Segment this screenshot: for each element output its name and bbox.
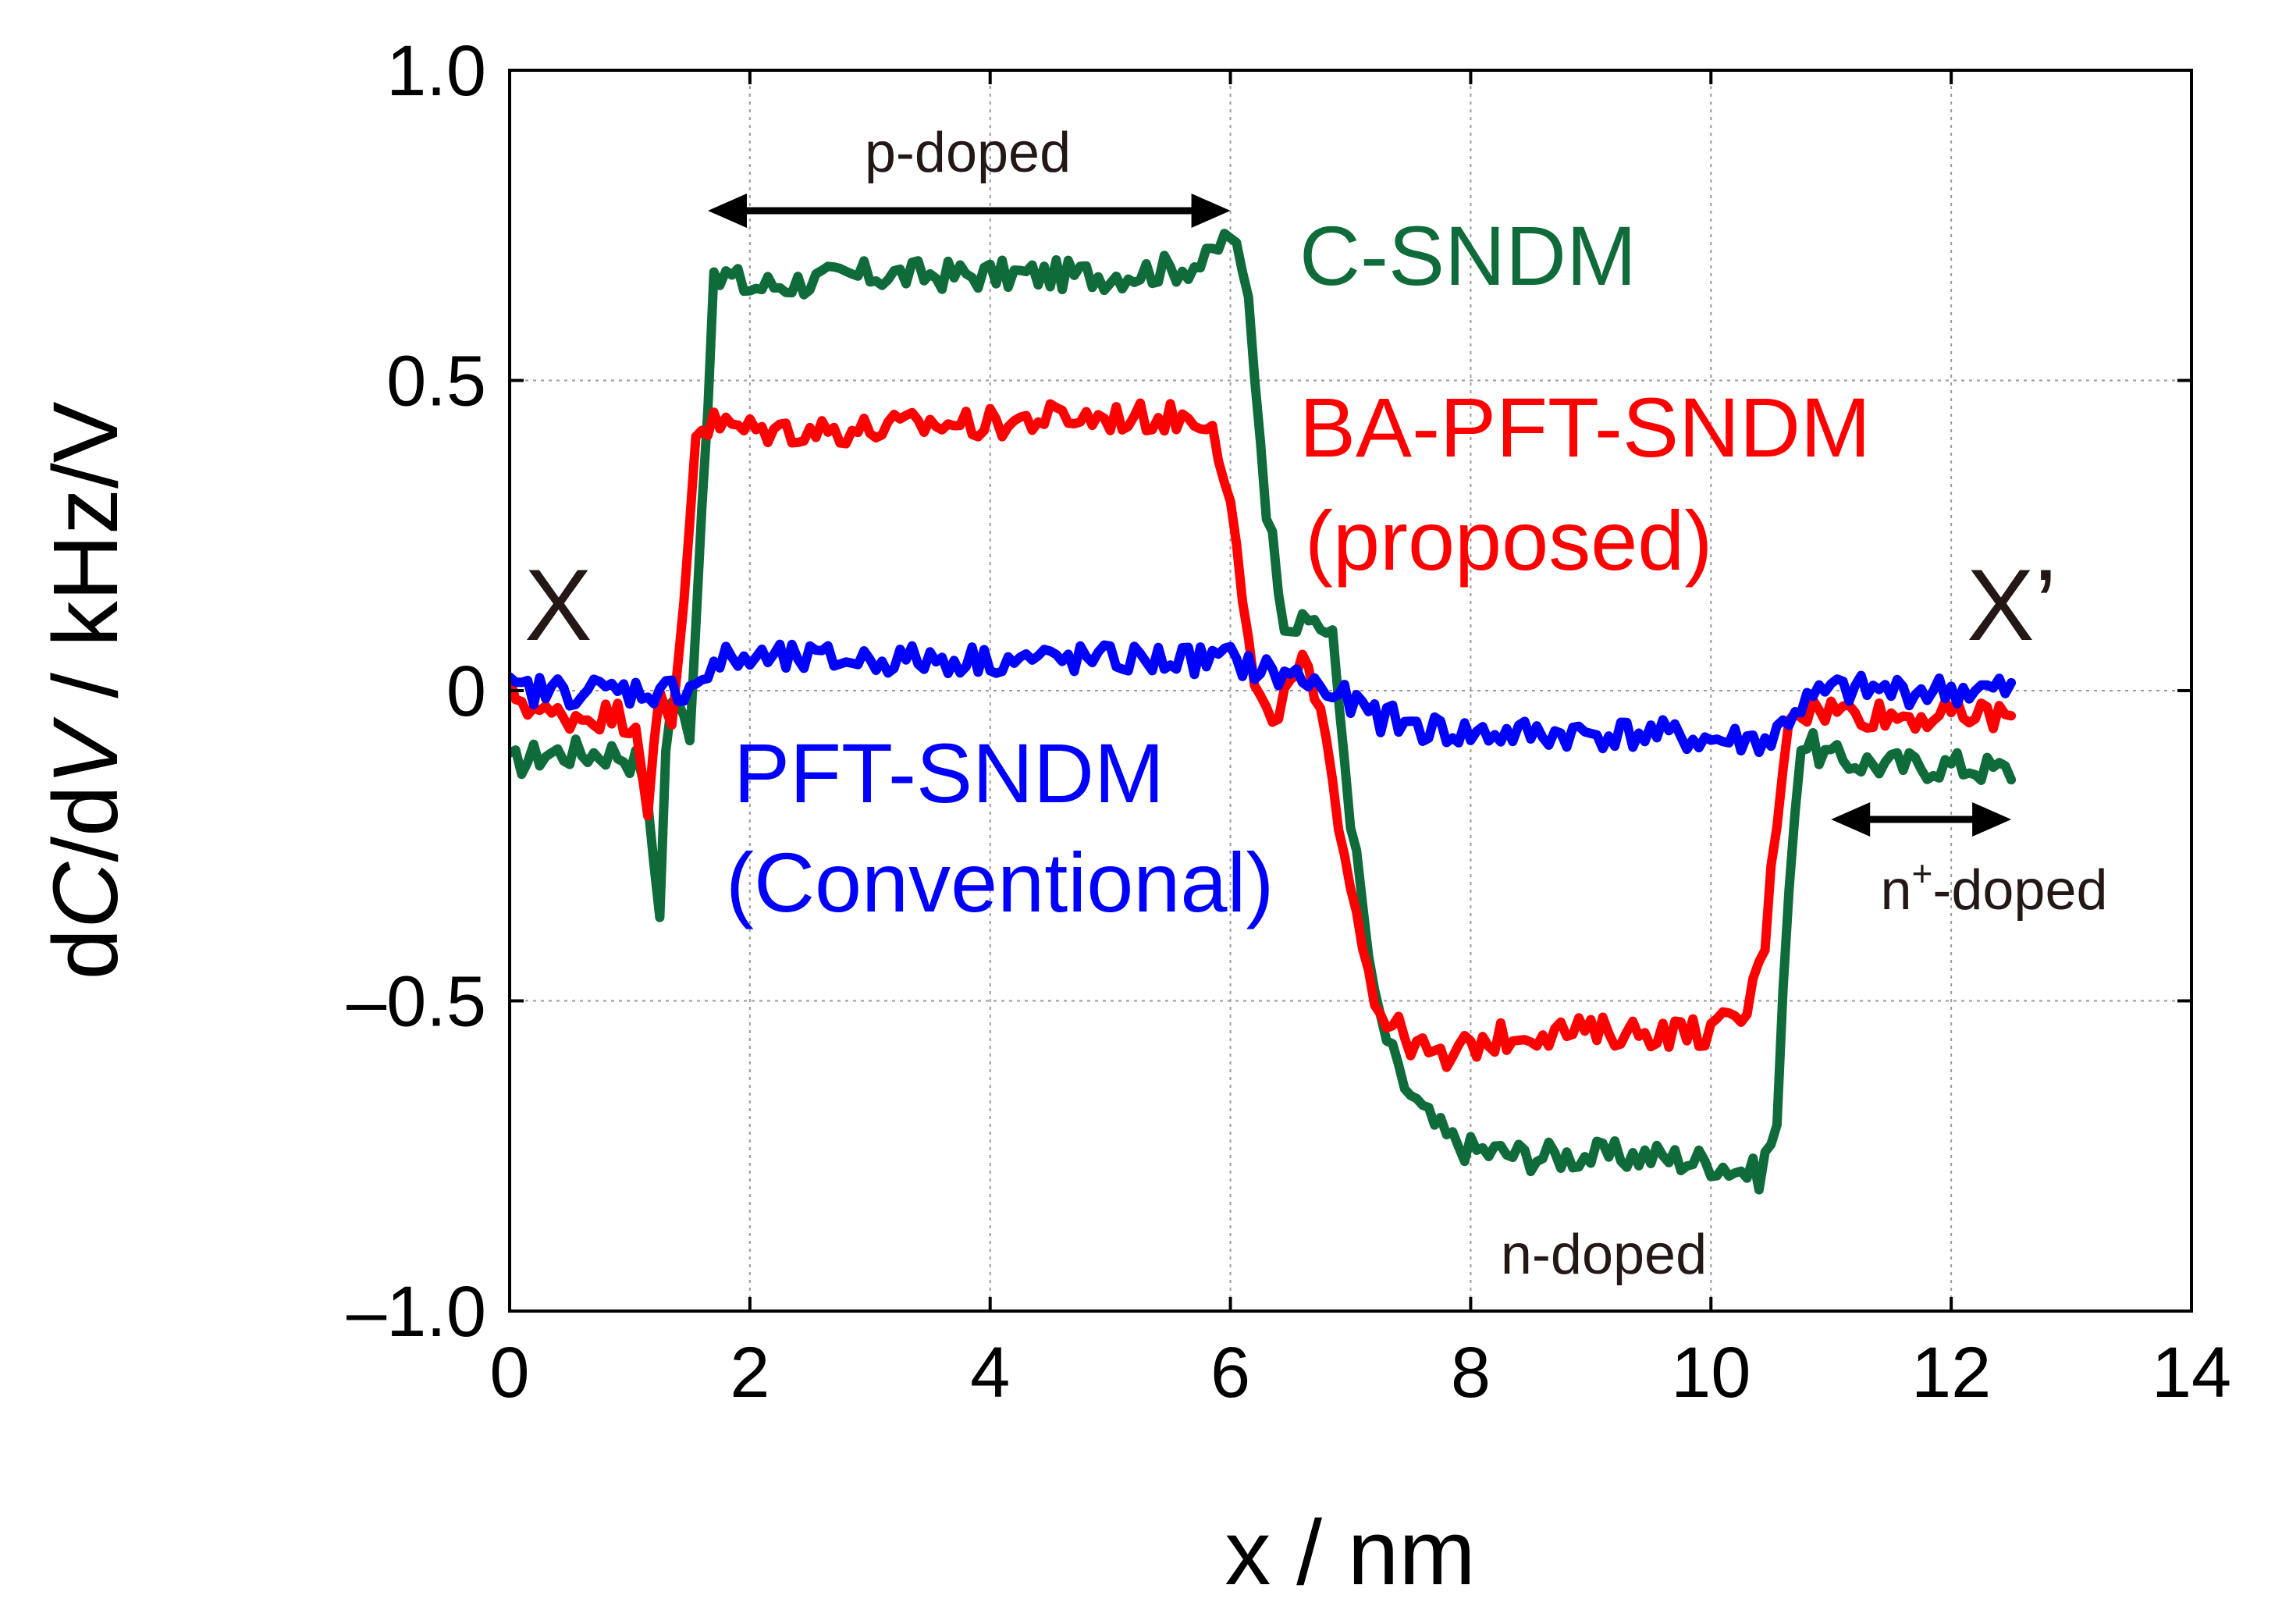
x-tick-label: 2	[730, 1333, 770, 1413]
series-line-pft-sndm	[510, 639, 2017, 758]
p-doped-annotation: p-doped	[707, 122, 1231, 228]
x-tick-label: 10	[1671, 1333, 1751, 1413]
n-plus-superscript: +	[1911, 853, 1932, 894]
y-axis-title-part-1: d	[34, 929, 137, 980]
y-axis-title-part-2: /d	[34, 785, 137, 862]
series-label-pft-conventional: (Conventional)	[726, 835, 1274, 929]
y-tick-label: –0.5	[347, 962, 486, 1042]
series-line-ba-pft-sndm	[510, 398, 2017, 1072]
y-axis-title-part-3: / kHz/V	[34, 401, 137, 723]
x-tick-label: 12	[1911, 1333, 1991, 1413]
tick-labels: 0 2 4 6 8 10 12 14 1.0 0.5 0 –0.5 –1.0	[347, 31, 2231, 1413]
n-doped-label: n-doped	[1501, 1224, 1707, 1286]
x-tick-label: 8	[1451, 1333, 1491, 1413]
y-axis-title-italic-v: V	[34, 716, 137, 785]
arrow-p-head-right	[1191, 194, 1231, 228]
x-tick-label: 0	[489, 1333, 529, 1413]
x-end-marker: X’	[1967, 548, 2057, 662]
y-tick-label: 1.0	[386, 31, 486, 111]
y-axis-title: dC/dV / kHz/V	[34, 401, 137, 979]
arrow-n-head-right	[1972, 802, 2012, 837]
series-label-ba-pft-sndm: BA-PFT-SNDM	[1299, 380, 1871, 474]
series-label-ba-proposed: (proposed)	[1305, 493, 1712, 588]
n-plus-rest: -doped	[1932, 859, 2107, 922]
y-axis-title-italic-c: C	[34, 862, 137, 929]
series-label-pft-sndm: PFT-SNDM	[734, 726, 1164, 820]
series-line-c-sndm	[510, 229, 2017, 1195]
x-start-marker: X	[524, 548, 592, 662]
p-doped-label: p-doped	[865, 122, 1071, 184]
x-tick-label: 4	[970, 1333, 1010, 1413]
n-plus-base: n	[1880, 859, 1911, 922]
y-tick-label: –1.0	[347, 1272, 486, 1352]
y-tick-label: 0	[446, 652, 486, 731]
series-group	[510, 229, 2017, 1195]
x-axis-title: x / nm	[1225, 1501, 1475, 1604]
x-tick-label: 14	[2152, 1333, 2231, 1413]
arrow-p-head-left	[707, 194, 747, 228]
arrow-n-head-left	[1831, 802, 1871, 837]
n-plus-doped-label: n+-doped	[1880, 853, 2107, 922]
ticks	[508, 69, 2193, 1313]
x-tick-label: 6	[1210, 1333, 1250, 1413]
y-tick-label: 0.5	[386, 342, 486, 421]
series-label-csndm: C-SNDM	[1299, 208, 1637, 303]
n-plus-doped-annotation: n+-doped	[1831, 802, 2108, 922]
